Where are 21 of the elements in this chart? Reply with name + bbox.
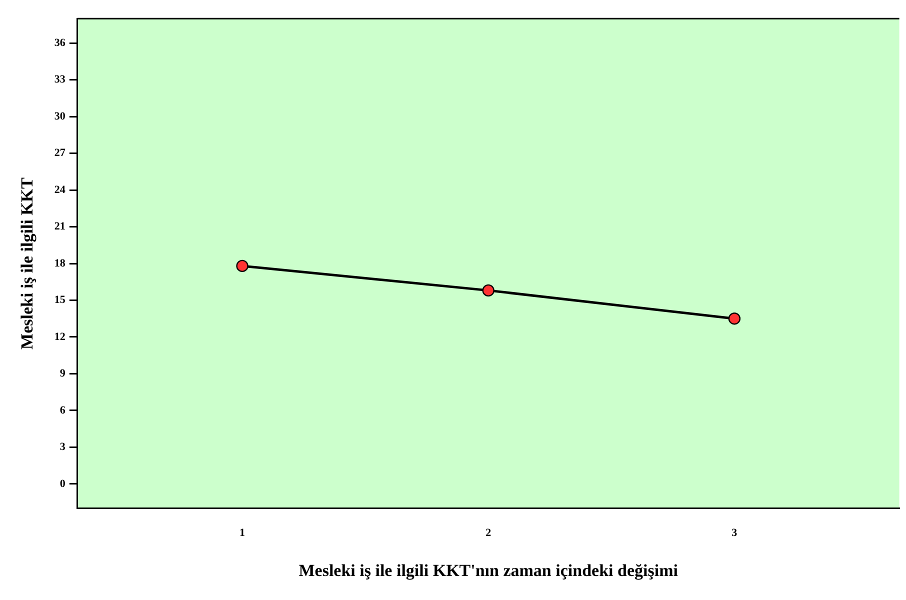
y-tick-label: 27 <box>54 147 66 160</box>
x-tick-label: 2 <box>486 526 492 539</box>
y-tick-label: 24 <box>54 184 66 196</box>
y-axis-title: Mesleki iş ile ilgili KKT <box>18 176 37 350</box>
y-tick-label: 36 <box>54 36 66 49</box>
point <box>728 312 741 325</box>
x-axis-title: Mesleki iş ile ilgili KKT'nın zaman içindeki değişimi <box>298 561 678 580</box>
point <box>236 260 248 272</box>
y-tick-label: 33 <box>54 74 66 86</box>
y-tick-label: 15 <box>54 294 66 306</box>
point <box>482 284 494 297</box>
y-tick-label: 9 <box>60 368 66 380</box>
y-tick-label: 3 <box>60 441 66 454</box>
y-tick-label: 21 <box>54 220 66 233</box>
y-tick-label: 30 <box>54 110 66 122</box>
x-tick-label: 3 <box>732 526 738 539</box>
y-tick-label: 18 <box>54 257 66 270</box>
y-tick-label: 0 <box>60 478 66 490</box>
y-tick-label: 12 <box>54 330 66 343</box>
x-tick-label: 1 <box>240 526 246 539</box>
y-tick-label: 6 <box>60 404 66 416</box>
